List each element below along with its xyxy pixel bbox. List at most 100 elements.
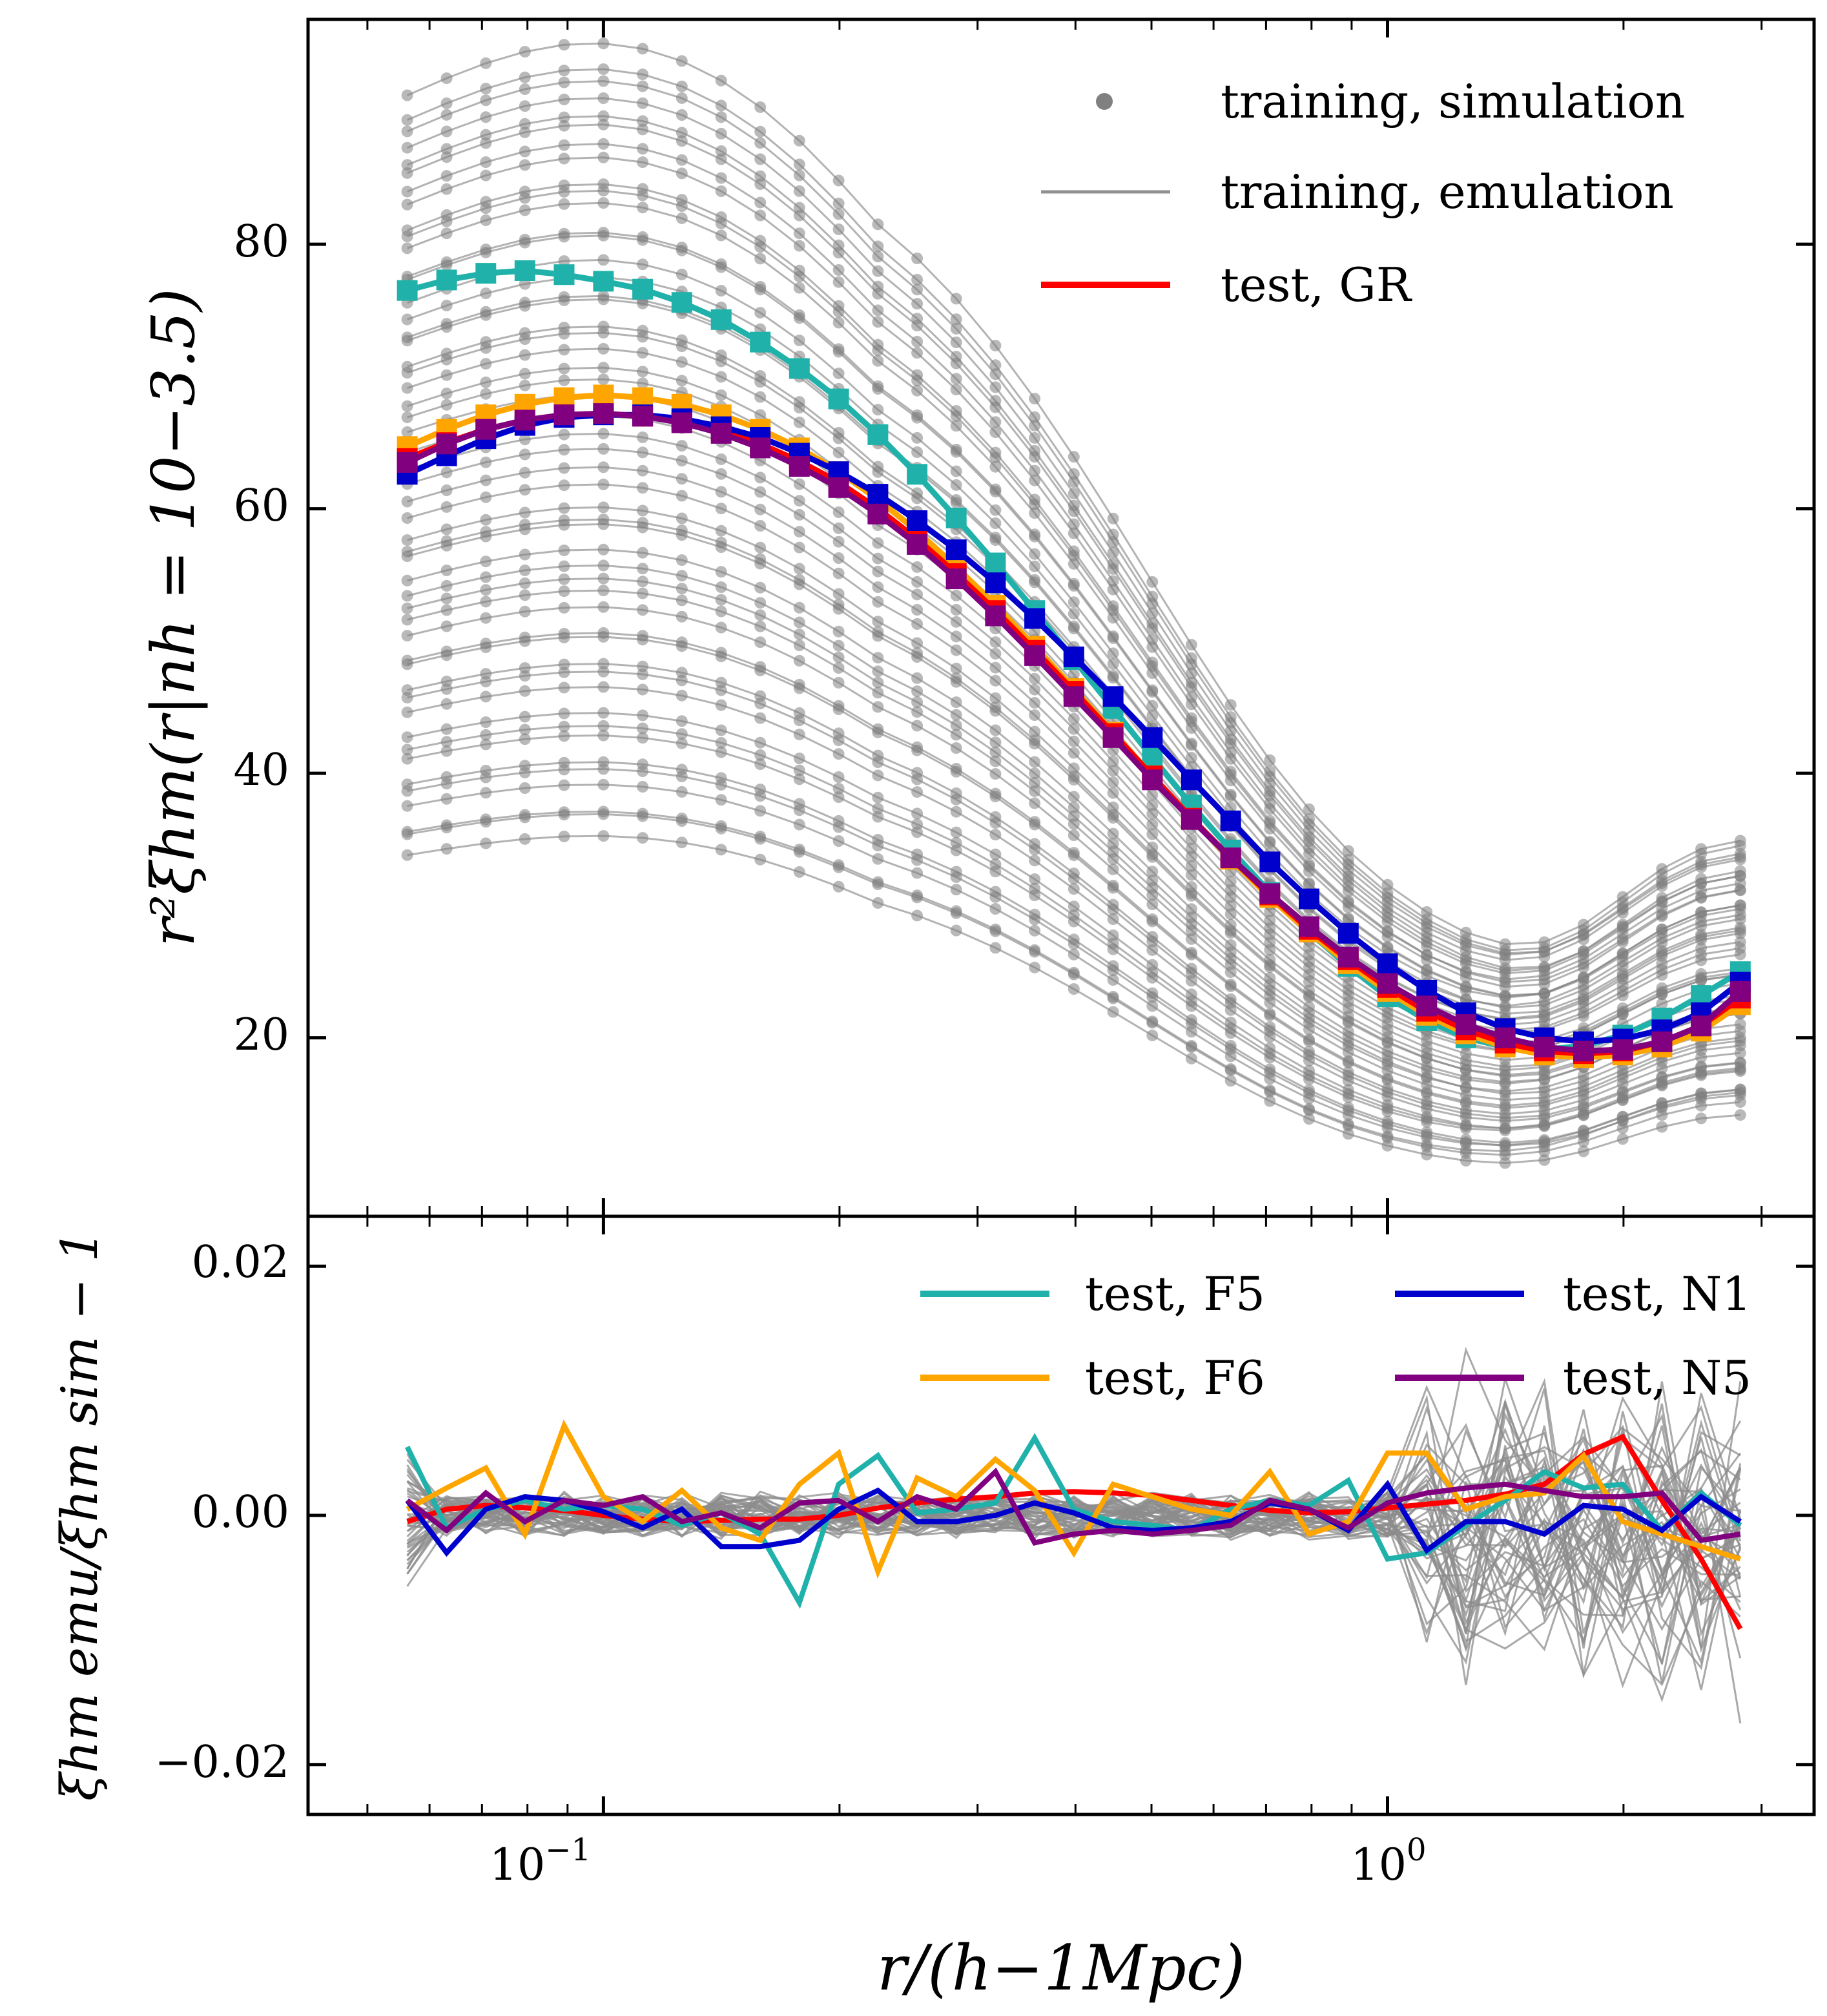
training-simulation-point xyxy=(989,746,1002,758)
training-simulation-point xyxy=(1068,468,1080,480)
training-simulation-point xyxy=(793,764,805,776)
legend-label-test-f6: test, F6 xyxy=(1085,1351,1265,1405)
training-simulation-point xyxy=(754,520,767,532)
training-simulation-point xyxy=(519,204,531,216)
training-simulation-point xyxy=(558,65,570,77)
training-simulation-point xyxy=(1146,1015,1159,1028)
training-simulation-point xyxy=(793,601,805,614)
training-simulation-point xyxy=(793,707,805,719)
legend-marker-training-simulation xyxy=(1096,93,1113,110)
training-simulation-point xyxy=(637,202,649,214)
training-simulation-point xyxy=(1185,1014,1197,1026)
training-simulation-point xyxy=(832,771,845,783)
training-simulation-point xyxy=(519,564,531,576)
training-simulation-point xyxy=(676,785,688,798)
training-simulation-point xyxy=(715,844,727,856)
training-simulation-point xyxy=(1303,877,1315,889)
training-simulation-point xyxy=(872,581,884,593)
training-simulation-point xyxy=(715,99,727,112)
training-simulation-point xyxy=(1146,1029,1159,1041)
training-simulation-point xyxy=(440,736,453,748)
training-simulation-point xyxy=(1381,887,1394,899)
training-simulation-point xyxy=(989,755,1002,767)
training-simulation-point xyxy=(1224,1063,1237,1075)
training-simulation-point xyxy=(1029,776,1041,789)
training-simulation-point xyxy=(597,585,610,597)
series-marker-test-n5 xyxy=(907,534,928,555)
training-simulation-point xyxy=(1185,881,1197,893)
training-simulation-point xyxy=(1185,988,1197,1001)
training-simulation-point xyxy=(1303,1113,1315,1125)
legend-top: training, simulation training, emulation… xyxy=(1041,74,1685,312)
training-simulation-point xyxy=(950,662,962,674)
training-simulation-point xyxy=(676,80,688,92)
training-simulation-point xyxy=(440,819,453,831)
training-simulation-point xyxy=(1146,709,1159,722)
training-simulation-point xyxy=(989,787,1002,800)
training-simulation-point xyxy=(715,371,727,383)
training-simulation-point xyxy=(950,616,962,628)
training-simulation-point xyxy=(1068,810,1080,822)
training-simulation-point xyxy=(480,691,492,703)
training-simulation-point xyxy=(1381,941,1394,953)
training-simulation-point xyxy=(1185,738,1197,749)
training-simulation-point xyxy=(872,304,884,317)
training-simulation-point xyxy=(519,466,531,479)
training-simulation-point xyxy=(519,605,531,618)
training-simulation-point xyxy=(1107,546,1119,559)
training-simulation-point xyxy=(401,185,413,198)
training-simulation-point xyxy=(1029,785,1041,797)
training-simulation-point xyxy=(989,446,1002,459)
training-simulation-point xyxy=(1264,1095,1276,1107)
training-simulation-point xyxy=(676,813,688,824)
training-simulation-point xyxy=(519,631,531,643)
training-simulation-point xyxy=(1342,1055,1354,1067)
legend-label-test-gr: test, GR xyxy=(1221,258,1412,312)
series-marker-test-n5 xyxy=(1259,883,1281,904)
training-simulation-point xyxy=(1107,837,1119,849)
training-simulation-point xyxy=(911,409,924,421)
training-simulation-point xyxy=(754,784,767,796)
training-simulation-point xyxy=(1224,884,1237,896)
training-simulation-point xyxy=(950,672,962,684)
training-simulation-point xyxy=(911,818,924,831)
training-simulation-point xyxy=(872,834,884,846)
training-simulation-point xyxy=(401,141,413,154)
ytick-label-top-80: 80 xyxy=(233,216,289,267)
training-simulation-point xyxy=(1578,1022,1589,1034)
training-simulation-point xyxy=(637,781,649,793)
training-simulation-point xyxy=(1185,1026,1197,1038)
training-simulation-point xyxy=(1303,1065,1315,1077)
training-simulation-point xyxy=(480,57,492,69)
training-simulation-point xyxy=(793,335,805,346)
training-simulation-point xyxy=(950,837,962,849)
training-simulation-point xyxy=(401,89,413,101)
training-simulation-point xyxy=(1068,801,1080,813)
training-simulation-point xyxy=(989,692,1002,704)
training-simulation-point xyxy=(754,620,767,632)
training-simulation-point xyxy=(793,227,805,240)
training-simulation-point xyxy=(872,811,884,823)
ytick-label-bottom-pos: 0.02 xyxy=(192,1237,289,1288)
series-marker-test-n1 xyxy=(1142,727,1163,748)
training-simulation-point xyxy=(1107,913,1119,925)
training-simulation-point xyxy=(480,358,492,370)
residual-line-test-n1 xyxy=(405,1479,1742,1557)
series-marker-test-n5 xyxy=(750,437,771,459)
training-simulation-point xyxy=(1107,879,1119,891)
training-simulation-point xyxy=(754,280,767,293)
training-simulation-point xyxy=(950,589,962,601)
training-simulation-point xyxy=(519,433,531,446)
training-simulation-point xyxy=(480,376,492,388)
training-simulation-point xyxy=(519,185,531,198)
training-simulation-point xyxy=(480,787,492,799)
training-simulation-point xyxy=(440,620,453,632)
training-simulation-point xyxy=(637,576,649,588)
training-simulation-point xyxy=(1499,990,1511,1002)
training-simulation-point xyxy=(401,731,413,743)
training-simulation-point xyxy=(1656,944,1668,957)
series-marker-test-n5 xyxy=(1573,1041,1594,1062)
training-simulation-point xyxy=(519,83,531,95)
training-simulation-point xyxy=(715,605,727,618)
training-simulation-point xyxy=(1578,972,1589,984)
